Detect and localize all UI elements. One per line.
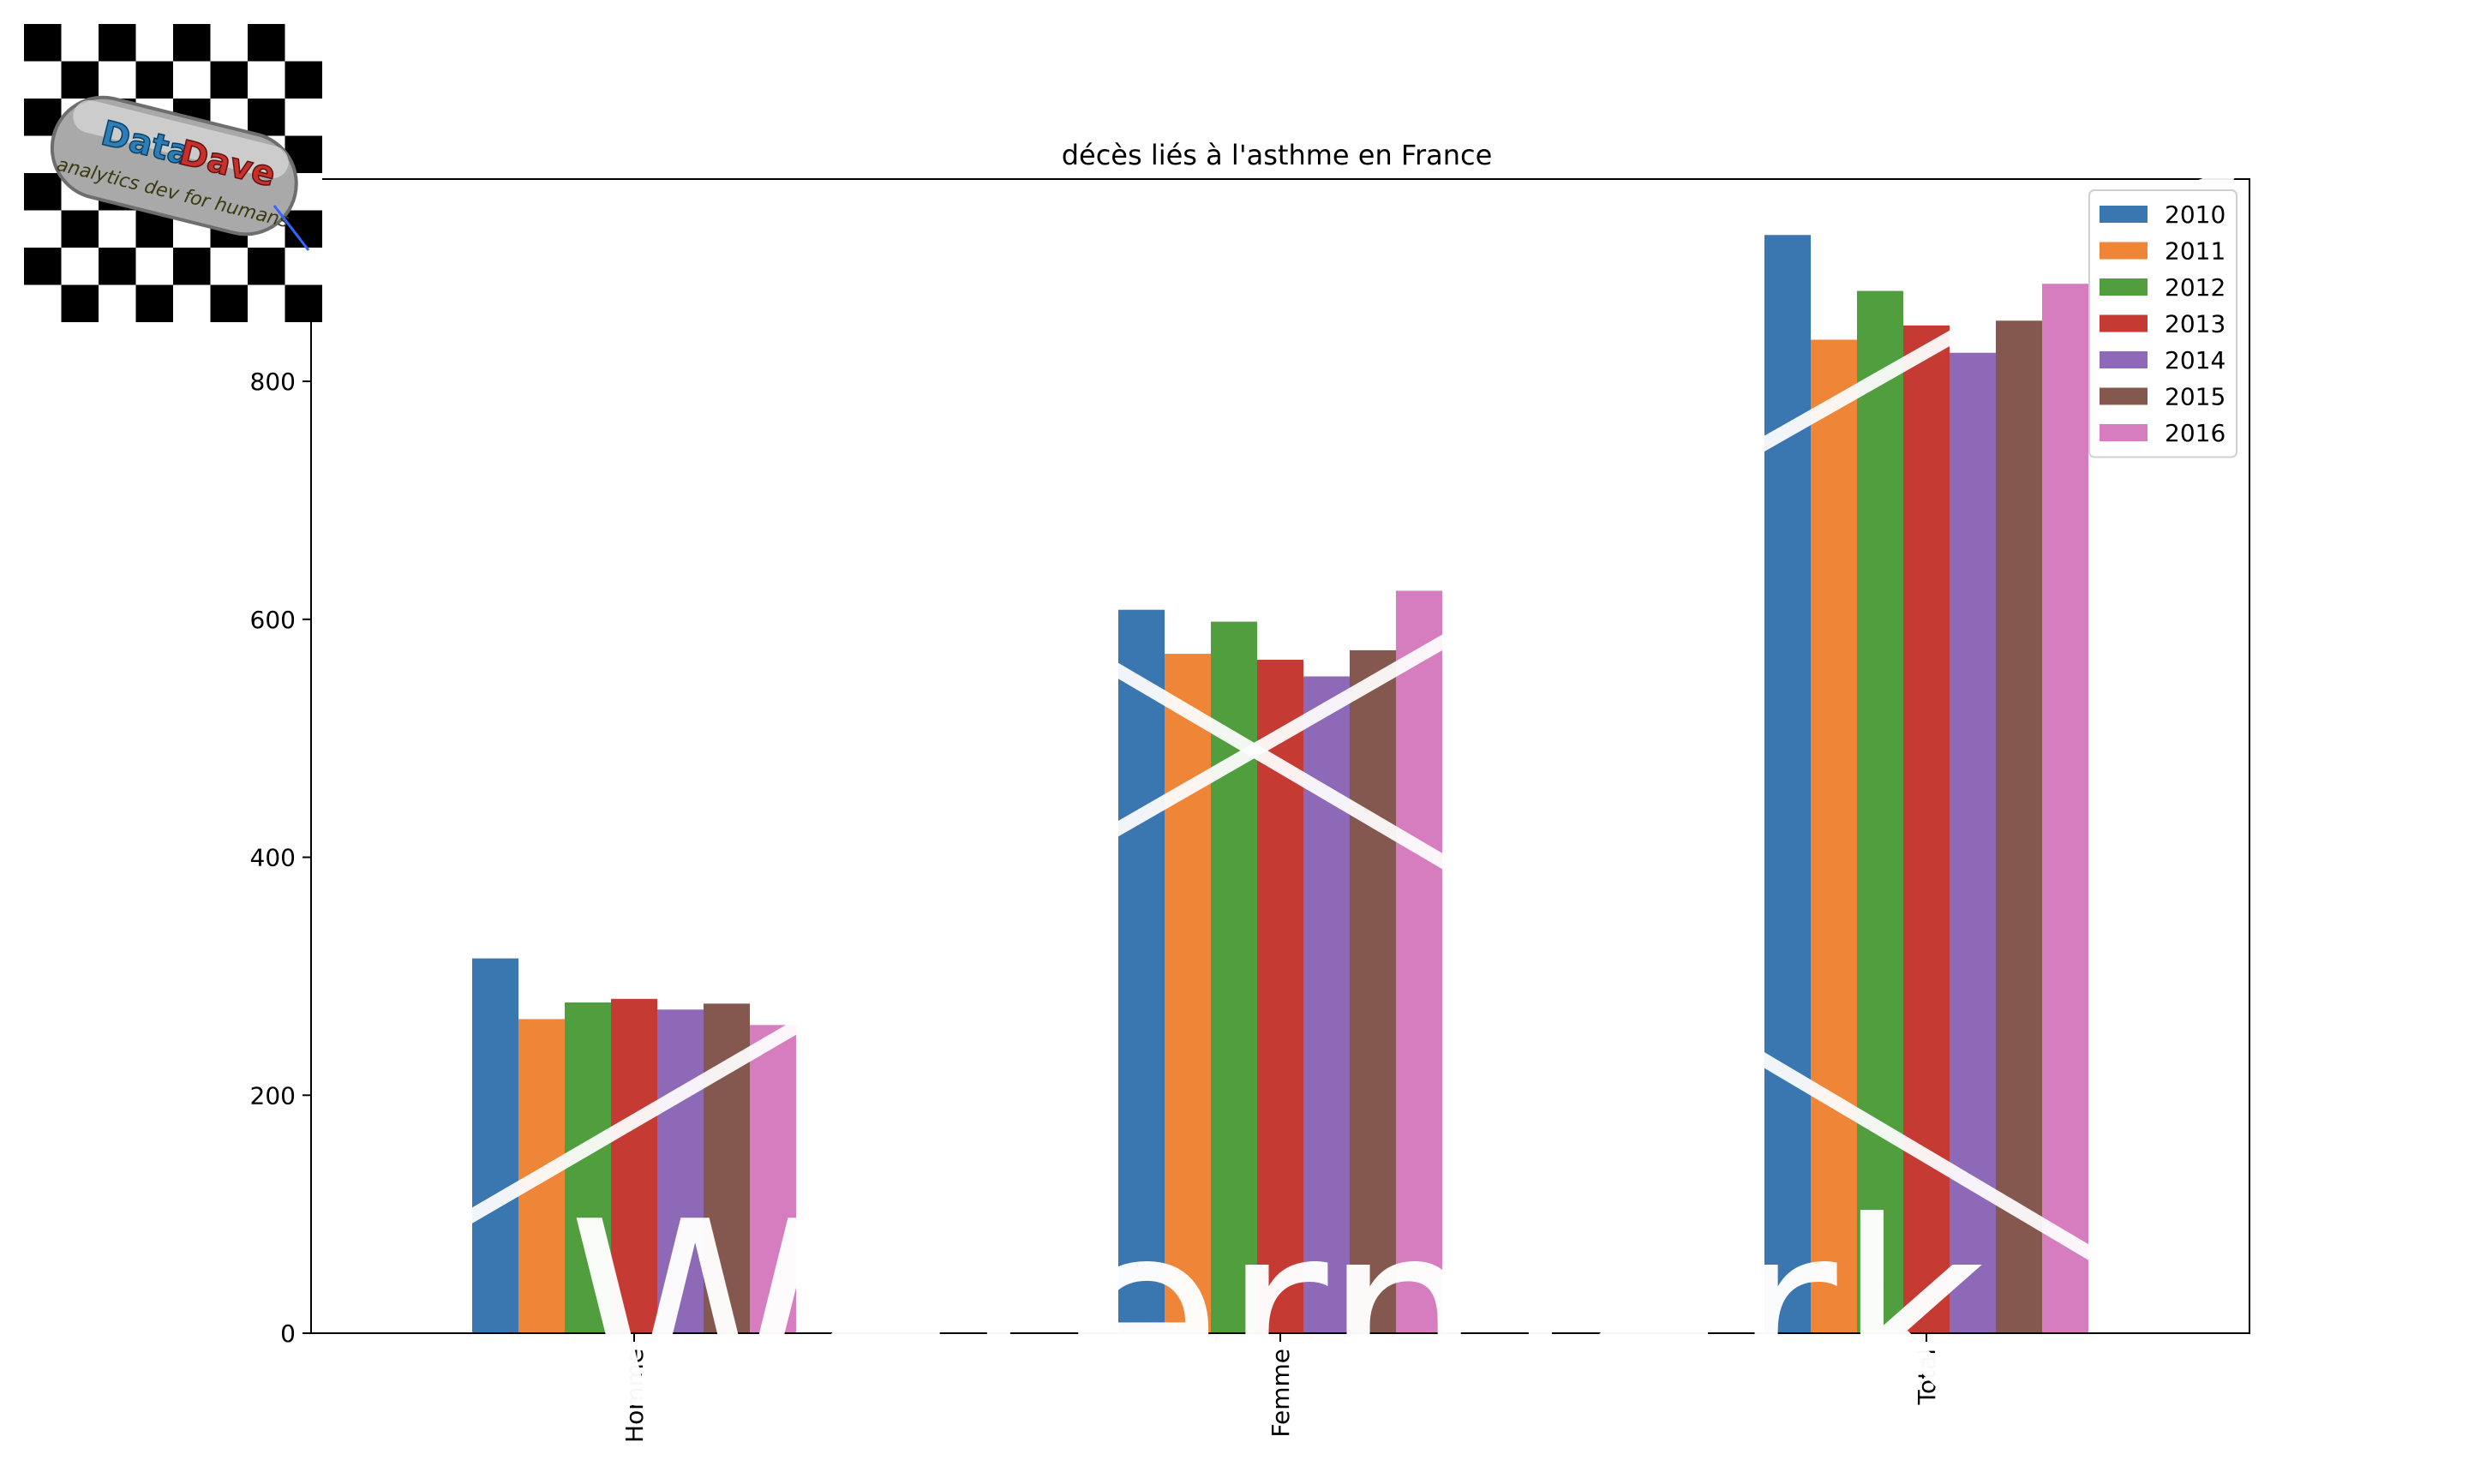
- bar-2010-homme: [472, 958, 518, 1333]
- watermark-stroke: [456, 1017, 808, 1228]
- watermark-stroke: [1754, 314, 1986, 452]
- legend-swatch-2015: [2100, 387, 2148, 405]
- chart-title: décès liés à l'asthme en France: [1062, 139, 1493, 171]
- bar-2011-total: [1811, 339, 1857, 1333]
- bar-2011-femme: [1165, 654, 1211, 1333]
- logo-sparkle: [273, 205, 310, 251]
- y-tick-label: 800: [250, 368, 296, 396]
- legend-swatch-2012: [2100, 278, 2148, 296]
- watermark-stroke: [1107, 627, 1464, 838]
- axes-layer: 0 200 400 600 800 Homme Femme Total: [250, 178, 2250, 1443]
- bar-2012-total: [1857, 290, 1903, 1333]
- legend-label-2013: 2013: [2165, 310, 2225, 338]
- bar-2013-homme: [611, 998, 657, 1333]
- bar-2015-total: [1996, 320, 2042, 1334]
- watermark-stroke: [1754, 1051, 2115, 1271]
- bar-2016-total: [2042, 284, 2088, 1334]
- bar-2010-femme: [1118, 609, 1165, 1333]
- legend-label-2016: 2016: [2165, 419, 2225, 447]
- y-tick-label: 400: [250, 844, 296, 872]
- y-tick-label: 0: [280, 1319, 296, 1348]
- legend: 2010 2011 2012 2013 2014 2015 2016: [2088, 189, 2237, 458]
- x-tick-label-homme: Homme: [620, 1349, 649, 1443]
- bar-2016-homme: [750, 1025, 796, 1333]
- watermark-text: Watermark: [568, 1167, 1986, 1466]
- bars-layer: [472, 235, 2088, 1334]
- legend-label-2014: 2014: [2165, 346, 2225, 374]
- legend-swatch-2013: [2100, 314, 2148, 332]
- legend-label-2010: 2010: [2165, 200, 2225, 229]
- legend-label-2011: 2011: [2165, 237, 2225, 266]
- legend-swatch-2016: [2100, 424, 2148, 441]
- legend-label-2015: 2015: [2165, 383, 2225, 411]
- x-tick-label-femme: Femme: [1267, 1349, 1295, 1438]
- bar-2014-homme: [657, 1009, 704, 1333]
- x-tick-label-total: Total: [1913, 1349, 1941, 1405]
- bar-2016-femme: [1396, 590, 1442, 1333]
- y-tick-label: 200: [250, 1081, 296, 1110]
- bar-2012-homme: [565, 1002, 611, 1333]
- y-tick-label: 600: [250, 606, 296, 634]
- legend-label-2012: 2012: [2165, 273, 2225, 302]
- legend-swatch-2014: [2100, 351, 2148, 368]
- legend-swatch-2011: [2100, 242, 2148, 260]
- bar-2015-femme: [1350, 649, 1396, 1333]
- watermark-stroke: [1107, 661, 1464, 877]
- legend-swatch-2010: [2100, 206, 2148, 223]
